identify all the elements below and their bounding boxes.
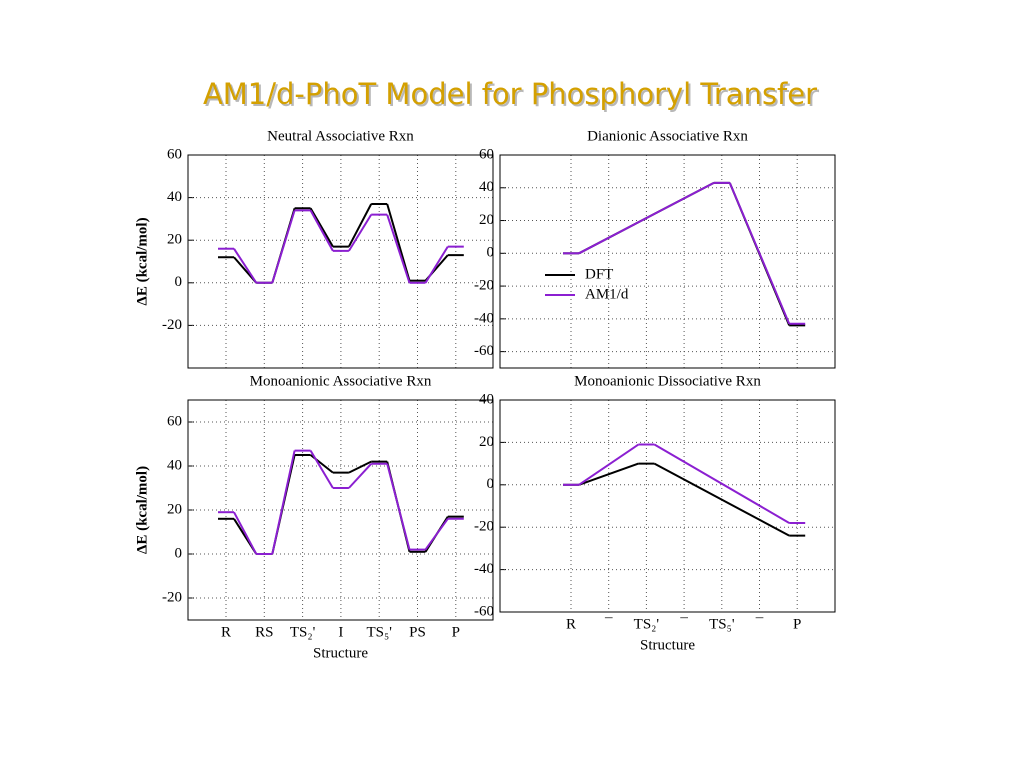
legend-label: AM1/d (585, 286, 629, 302)
panel-title: Monoanionic Associative Rxn (250, 373, 432, 389)
panel-title: Monoanionic Dissociative Rxn (574, 373, 761, 389)
connector (271, 210, 296, 284)
connector (424, 246, 449, 284)
y-axis-label: ΔE (kcal/mol) (134, 217, 150, 305)
x-tick-label: TS₂' (290, 624, 316, 640)
connector (271, 450, 296, 555)
connector (309, 207, 334, 248)
y-tick-label: 40 (479, 391, 494, 407)
y-tick-label: -60 (474, 603, 494, 619)
y-tick-label: 0 (175, 545, 183, 561)
x-tick-label: ¯ (755, 616, 764, 632)
connector (348, 203, 373, 248)
connector (348, 463, 372, 489)
x-tick-label: TS₅' (366, 624, 392, 640)
connector (653, 462, 790, 537)
y-tick-label: 60 (167, 146, 182, 162)
y-tick-label: 60 (167, 413, 182, 429)
connector (578, 462, 639, 486)
y-tick-label: -20 (474, 519, 494, 535)
y-tick-label: -40 (474, 561, 494, 577)
y-tick-label: 40 (167, 189, 182, 205)
x-tick-label: I (338, 624, 343, 640)
y-tick-label: 0 (175, 274, 183, 290)
connector (233, 511, 258, 555)
connector (348, 460, 372, 474)
x-tick-label: RS (255, 624, 273, 640)
y-tick-label: 20 (479, 212, 494, 228)
x-tick-label: PS (409, 624, 426, 640)
y-tick-label: -60 (474, 343, 494, 359)
panel-title: Dianionic Associative Rxn (587, 128, 748, 144)
connector (728, 182, 791, 325)
y-tick-label: 20 (479, 434, 494, 450)
y-tick-label: -40 (474, 310, 494, 326)
slide-title: AM1/d-PhoT Model for Phosphoryl Transfer (203, 77, 817, 111)
y-tick-label: -20 (162, 589, 182, 605)
y-tick-label: 60 (479, 146, 494, 162)
x-tick-label: ¯ (604, 616, 613, 632)
panel-title: Neutral Associative Rxn (267, 128, 414, 144)
connector (386, 214, 411, 284)
y-axis-label: ΔE (kcal/mol) (134, 466, 150, 554)
x-tick-label: ¯ (679, 616, 688, 632)
connector (578, 181, 715, 255)
y-tick-label: 0 (487, 476, 495, 492)
plot-frame (187, 154, 494, 369)
plot-frame (499, 399, 836, 613)
connector (386, 463, 411, 550)
connector (578, 443, 639, 486)
x-tick-label: R (221, 624, 231, 640)
y-tick-label: 40 (479, 179, 494, 195)
connector (348, 214, 373, 252)
y-tick-label: -20 (474, 278, 494, 294)
x-tick-label: P (452, 624, 460, 640)
legend-label: DFT (585, 266, 613, 282)
x-tick-label: TS₅' (709, 616, 735, 632)
y-tick-label: -20 (162, 317, 182, 333)
plot-frame (187, 399, 494, 621)
x-tick-label: P (793, 616, 801, 632)
connector (309, 209, 334, 252)
connector (386, 203, 411, 281)
plot-frame (499, 154, 836, 369)
x-tick-label: R (566, 616, 576, 632)
y-tick-label: 20 (167, 501, 182, 517)
x-axis-label: Structure (640, 637, 695, 653)
connector (309, 450, 334, 489)
y-tick-label: 0 (487, 245, 495, 261)
y-tick-label: 40 (167, 457, 182, 473)
connector (424, 518, 449, 551)
connector (653, 443, 790, 524)
y-tick-label: 20 (167, 232, 182, 248)
x-tick-label: TS₂' (634, 616, 660, 632)
x-axis-label: Structure (313, 645, 368, 661)
connector (233, 248, 258, 284)
